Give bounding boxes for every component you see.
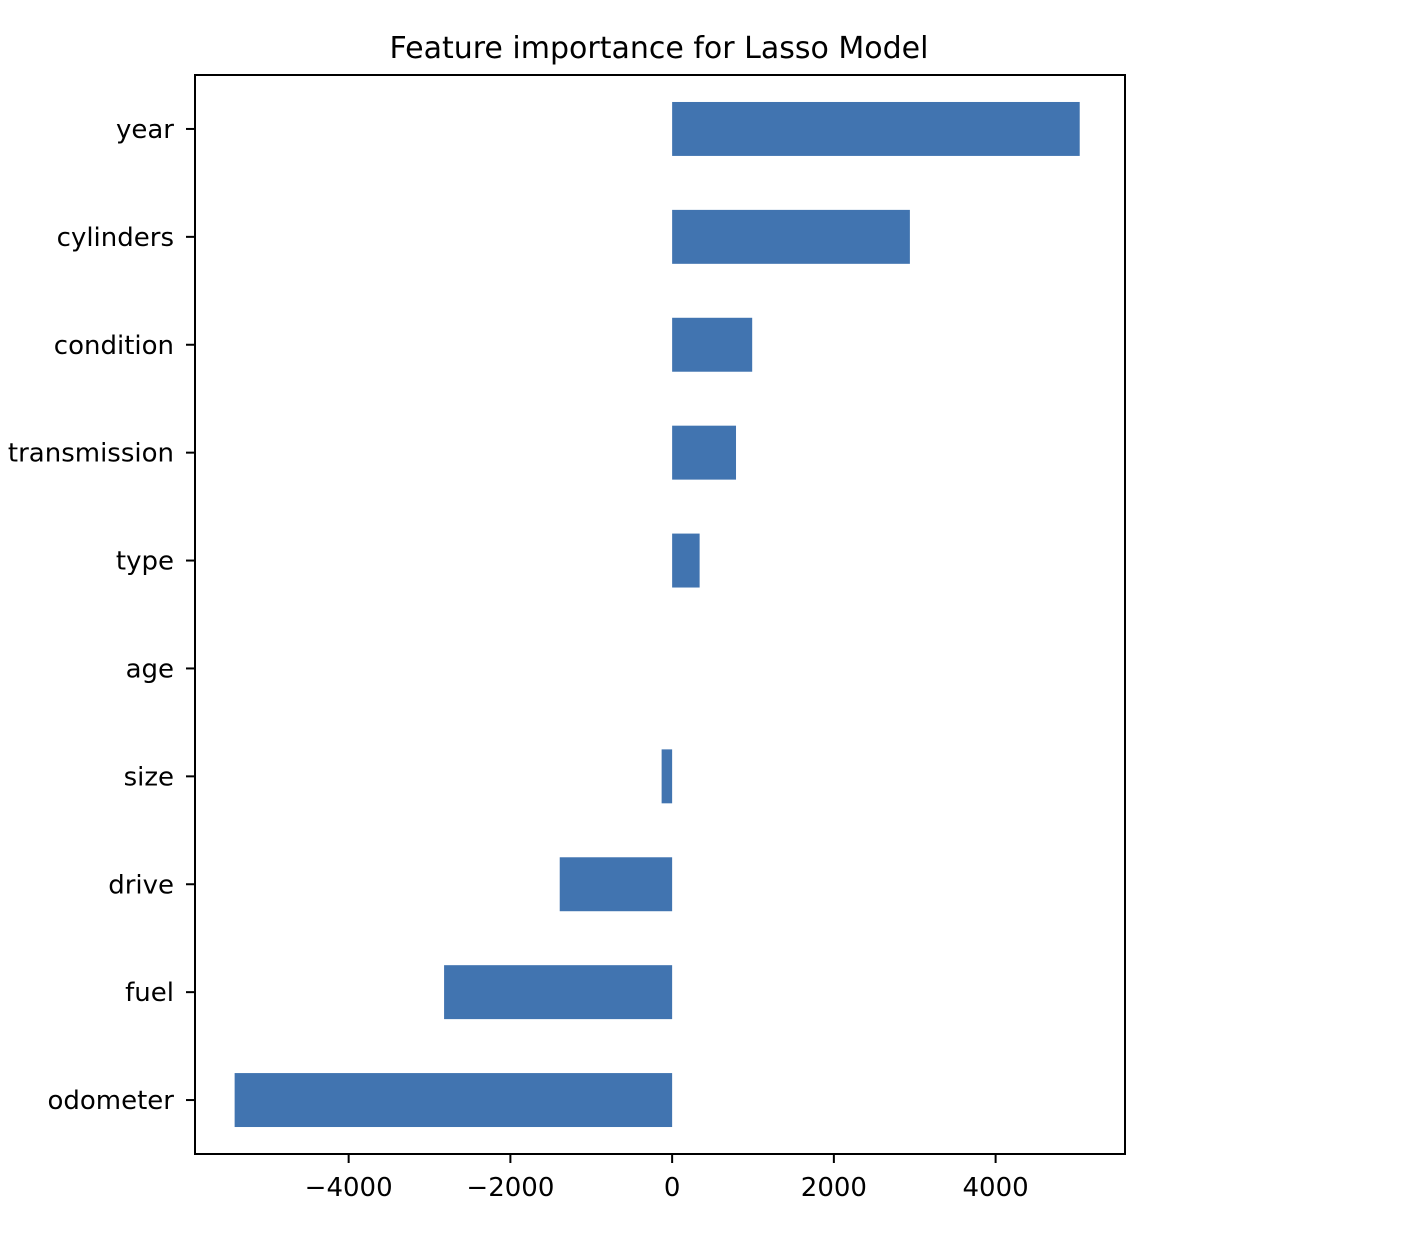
y-tick-label-year: year	[116, 115, 174, 145]
x-tick-label: 4000	[963, 1173, 1029, 1203]
x-tick-label: 0	[664, 1173, 681, 1203]
y-tick-label-size: size	[124, 762, 174, 792]
bar-size	[661, 749, 673, 804]
bar-year	[672, 101, 1080, 156]
y-tick-label-odometer: odometer	[47, 1086, 174, 1116]
y-tick-label-fuel: fuel	[125, 978, 174, 1008]
bar-drive	[559, 857, 673, 912]
x-tick-label: 2000	[801, 1173, 867, 1203]
x-axis: −4000 −2000 0 2000 4000	[305, 1154, 1029, 1203]
bar-condition	[672, 317, 753, 372]
chart-title: Feature importance for Lasso Model	[390, 31, 929, 66]
y-axis: year cylinders condition transmission type ag…	[8, 115, 195, 1116]
x-tick-label: −4000	[305, 1173, 393, 1203]
y-tick-label-condition: condition	[54, 331, 174, 361]
bar-odometer	[234, 1073, 673, 1128]
y-tick-label-age: age	[126, 654, 174, 684]
y-tick-label-drive: drive	[108, 870, 174, 900]
plot-frame	[194, 74, 1126, 1155]
bar-type	[672, 533, 700, 588]
bar-cylinders	[672, 209, 910, 264]
y-tick-label-type: type	[116, 547, 174, 577]
bars-group	[234, 101, 1080, 1128]
y-tick-label-cylinders: cylinders	[57, 223, 174, 253]
bar-fuel	[444, 965, 673, 1020]
bar-transmission	[672, 425, 737, 480]
y-tick-label-transmission: transmission	[8, 439, 174, 469]
x-tick-label: −2000	[466, 1173, 554, 1203]
